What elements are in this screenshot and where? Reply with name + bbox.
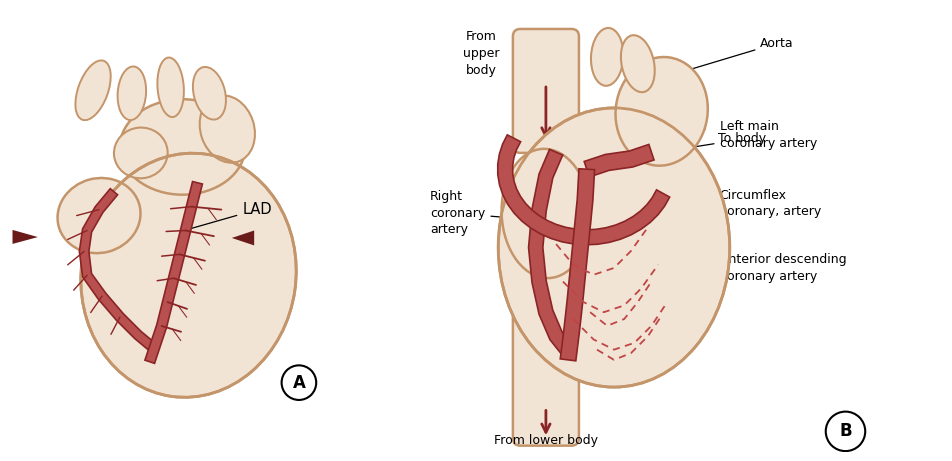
Ellipse shape [81, 153, 296, 397]
Text: From
upper
body: From upper body [463, 30, 499, 77]
Text: A: A [292, 374, 305, 392]
Circle shape [824, 412, 864, 451]
Text: Anterior descending
coronary artery: Anterior descending coronary artery [579, 253, 845, 283]
FancyBboxPatch shape [512, 29, 578, 153]
Ellipse shape [498, 108, 729, 387]
Ellipse shape [621, 35, 654, 92]
Ellipse shape [501, 149, 589, 278]
Ellipse shape [615, 57, 707, 165]
Text: LAD: LAD [187, 202, 271, 230]
Polygon shape [528, 149, 575, 358]
Text: Left main
coronary artery: Left main coronary artery [620, 120, 816, 159]
Text: B: B [839, 422, 851, 440]
Ellipse shape [590, 28, 623, 86]
Polygon shape [145, 182, 202, 363]
Ellipse shape [200, 95, 255, 163]
Polygon shape [12, 230, 38, 244]
Ellipse shape [57, 178, 140, 253]
Text: Circumflex
coronary, artery: Circumflex coronary, artery [542, 189, 820, 257]
Ellipse shape [114, 128, 168, 178]
Polygon shape [584, 144, 653, 177]
FancyBboxPatch shape [512, 288, 578, 446]
Ellipse shape [157, 58, 184, 117]
Text: Right
coronary
artery: Right coronary artery [429, 190, 538, 236]
Ellipse shape [117, 66, 146, 120]
Polygon shape [231, 230, 254, 245]
Text: To body: To body [717, 132, 765, 145]
Polygon shape [497, 135, 669, 245]
Ellipse shape [75, 60, 110, 120]
Polygon shape [560, 169, 594, 361]
Ellipse shape [120, 99, 245, 195]
Ellipse shape [192, 67, 226, 119]
Text: Aorta: Aorta [677, 37, 793, 73]
Circle shape [281, 366, 316, 400]
Text: From lower body: From lower body [493, 434, 597, 447]
Polygon shape [79, 189, 159, 354]
